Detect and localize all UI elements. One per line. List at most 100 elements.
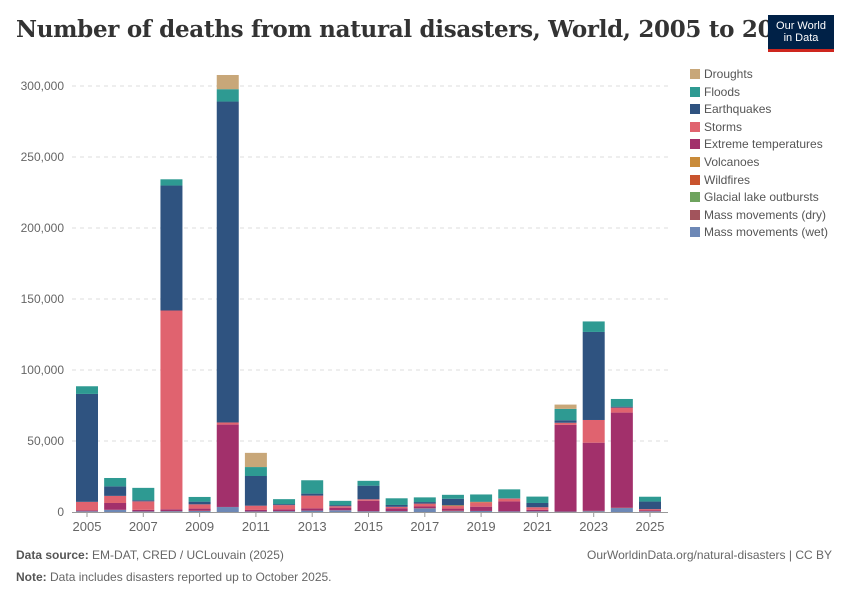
bar-segment-volcanoes-2018[interactable] (441, 505, 464, 507)
bar-segment-extreme-temperatures-2021[interactable] (526, 509, 549, 512)
bar-segment-droughts-2011[interactable] (244, 452, 267, 468)
bar-segment-floods-2019[interactable] (470, 494, 493, 502)
bar-segment-mass-movements-wet--2014[interactable] (329, 510, 352, 512)
bar-segment-earthquakes-2015[interactable] (357, 485, 380, 500)
bar-segment-extreme-temperatures-2008[interactable] (160, 509, 183, 512)
bar-segment-floods-2012[interactable] (273, 499, 296, 505)
bar-segment-extreme-temperatures-2022[interactable] (554, 424, 577, 512)
bar-segment-floods-2015[interactable] (357, 480, 380, 486)
bar-segment-storms-2012[interactable] (273, 505, 296, 510)
bar-segment-floods-2024[interactable] (610, 398, 633, 407)
bar-segment-floods-2022[interactable] (554, 408, 577, 421)
bar-stack-2013[interactable] (301, 480, 324, 512)
bar-segment-mass-movements-wet--2008[interactable] (160, 511, 183, 512)
bar-segment-extreme-temperatures-2025[interactable] (639, 510, 661, 512)
bar-segment-storms-2008[interactable] (160, 310, 183, 510)
bar-segment-earthquakes-2012[interactable] (273, 504, 296, 506)
bar-segment-floods-2013[interactable] (301, 480, 324, 494)
bar-segment-storms-2024[interactable] (610, 407, 633, 413)
bar-segment-extreme-temperatures-2007[interactable] (132, 509, 155, 512)
bar-stack-2015[interactable] (357, 480, 380, 512)
bar-segment-storms-2017[interactable] (413, 503, 436, 507)
bar-segment-earthquakes-2013[interactable] (301, 493, 324, 496)
bar-stack-2019[interactable] (470, 494, 493, 512)
bar-segment-extreme-temperatures-2009[interactable] (188, 508, 211, 511)
bar-segment-storms-2013[interactable] (301, 495, 324, 509)
bar-segment-floods-2025[interactable] (639, 496, 661, 502)
bar-segment-mass-movements-wet--2024[interactable] (610, 508, 633, 512)
bar-segment-earthquakes-2006[interactable] (104, 486, 127, 496)
bar-stack-2025[interactable] (639, 496, 661, 512)
bar-segment-storms-2025[interactable] (639, 509, 661, 511)
bar-stack-2007[interactable] (132, 487, 155, 512)
bar-segment-extreme-temperatures-2005[interactable] (76, 510, 98, 512)
bar-segment-storms-2006[interactable] (104, 495, 127, 503)
bar-segment-floods-2011[interactable] (244, 467, 267, 477)
bar-stack-2009[interactable] (188, 496, 211, 512)
bar-segment-mass-movements-wet--2011[interactable] (244, 511, 267, 512)
bar-segment-extreme-temperatures-2020[interactable] (498, 501, 521, 512)
bar-segment-floods-2016[interactable] (385, 498, 408, 505)
bar-stack-2012[interactable] (273, 499, 296, 512)
bar-segment-floods-2023[interactable] (582, 321, 605, 332)
bar-stack-2017[interactable] (413, 497, 436, 512)
bar-segment-floods-2005[interactable] (76, 386, 98, 394)
bar-segment-storms-2011[interactable] (244, 505, 267, 510)
bar-segment-mass-movements-wet--2020[interactable] (498, 511, 521, 512)
bar-stack-2010[interactable] (216, 74, 239, 512)
bar-segment-earthquakes-2024[interactable] (610, 406, 633, 408)
bar-segment-mass-movements-wet--2009[interactable] (188, 511, 211, 512)
bar-segment-earthquakes-2025[interactable] (639, 501, 661, 510)
bar-stack-2005[interactable] (76, 386, 98, 512)
bar-segment-extreme-temperatures-2016[interactable] (385, 508, 408, 512)
bar-segment-mass-movements-wet--2015[interactable] (357, 511, 380, 512)
bar-segment-earthquakes-2017[interactable] (413, 502, 436, 504)
bar-stack-2008[interactable] (160, 179, 183, 512)
bar-segment-mass-movements-wet--2005[interactable] (76, 511, 98, 512)
bar-segment-floods-2018[interactable] (441, 494, 464, 499)
bar-stack-2024[interactable] (610, 398, 633, 512)
bar-segment-mass-movements-wet--2019[interactable] (470, 511, 493, 512)
bar-segment-mass-movements-wet--2013[interactable] (301, 510, 324, 512)
bar-segment-extreme-temperatures-2014[interactable] (329, 507, 352, 511)
bar-segment-extreme-temperatures-2012[interactable] (273, 509, 296, 512)
bar-segment-floods-2014[interactable] (329, 500, 352, 506)
bar-segment-storms-2023[interactable] (582, 419, 605, 443)
bar-segment-storms-2019[interactable] (470, 502, 493, 507)
bar-segment-mass-movements-wet--2025[interactable] (639, 511, 661, 512)
bar-segment-extreme-temperatures-2024[interactable] (610, 412, 633, 508)
bar-segment-extreme-temperatures-2019[interactable] (470, 506, 493, 511)
bar-segment-extreme-temperatures-2023[interactable] (582, 442, 605, 511)
source-text[interactable]: EM-DAT, CRED / UCLouvain (2025) (92, 548, 284, 562)
bar-segment-earthquakes-2021[interactable] (526, 502, 549, 508)
bar-segment-storms-2007[interactable] (132, 501, 155, 510)
bar-segment-floods-2020[interactable] (498, 489, 521, 499)
bar-segment-mass-movements-wet--2023[interactable] (582, 511, 605, 512)
bar-segment-mass-movements-wet--2016[interactable] (385, 511, 408, 512)
bar-segment-storms-2016[interactable] (385, 506, 408, 509)
bar-segment-earthquakes-2007[interactable] (132, 500, 155, 502)
bar-segment-storms-2015[interactable] (357, 499, 380, 501)
bar-stack-2022[interactable] (554, 404, 577, 512)
bar-segment-storms-2022[interactable] (554, 422, 577, 425)
bar-segment-earthquakes-2009[interactable] (188, 501, 211, 505)
bar-segment-mass-movements-wet--2021[interactable] (526, 511, 549, 512)
bar-segment-storms-2020[interactable] (498, 498, 521, 502)
bar-segment-storms-2005[interactable] (76, 501, 98, 511)
bar-segment-extreme-temperatures-2015[interactable] (357, 500, 380, 512)
bar-segment-floods-2006[interactable] (104, 477, 127, 487)
bar-segment-droughts-2022[interactable] (554, 404, 577, 409)
bar-segment-storms-2014[interactable] (329, 506, 352, 508)
bar-segment-earthquakes-2022[interactable] (554, 420, 577, 423)
bar-segment-earthquakes-2010[interactable] (216, 101, 239, 423)
bar-segment-floods-2009[interactable] (188, 496, 211, 502)
bar-stack-2018[interactable] (441, 494, 464, 512)
bar-stack-2020[interactable] (498, 489, 521, 512)
bar-segment-earthquakes-2018[interactable] (441, 498, 464, 506)
bar-segment-earthquakes-2016[interactable] (385, 504, 408, 507)
bar-segment-extreme-temperatures-2011[interactable] (244, 509, 267, 512)
bar-stack-2011[interactable] (244, 452, 267, 512)
bar-segment-storms-2009[interactable] (188, 504, 211, 509)
bar-segment-extreme-temperatures-2017[interactable] (413, 506, 436, 509)
bar-segment-floods-2008[interactable] (160, 179, 183, 186)
